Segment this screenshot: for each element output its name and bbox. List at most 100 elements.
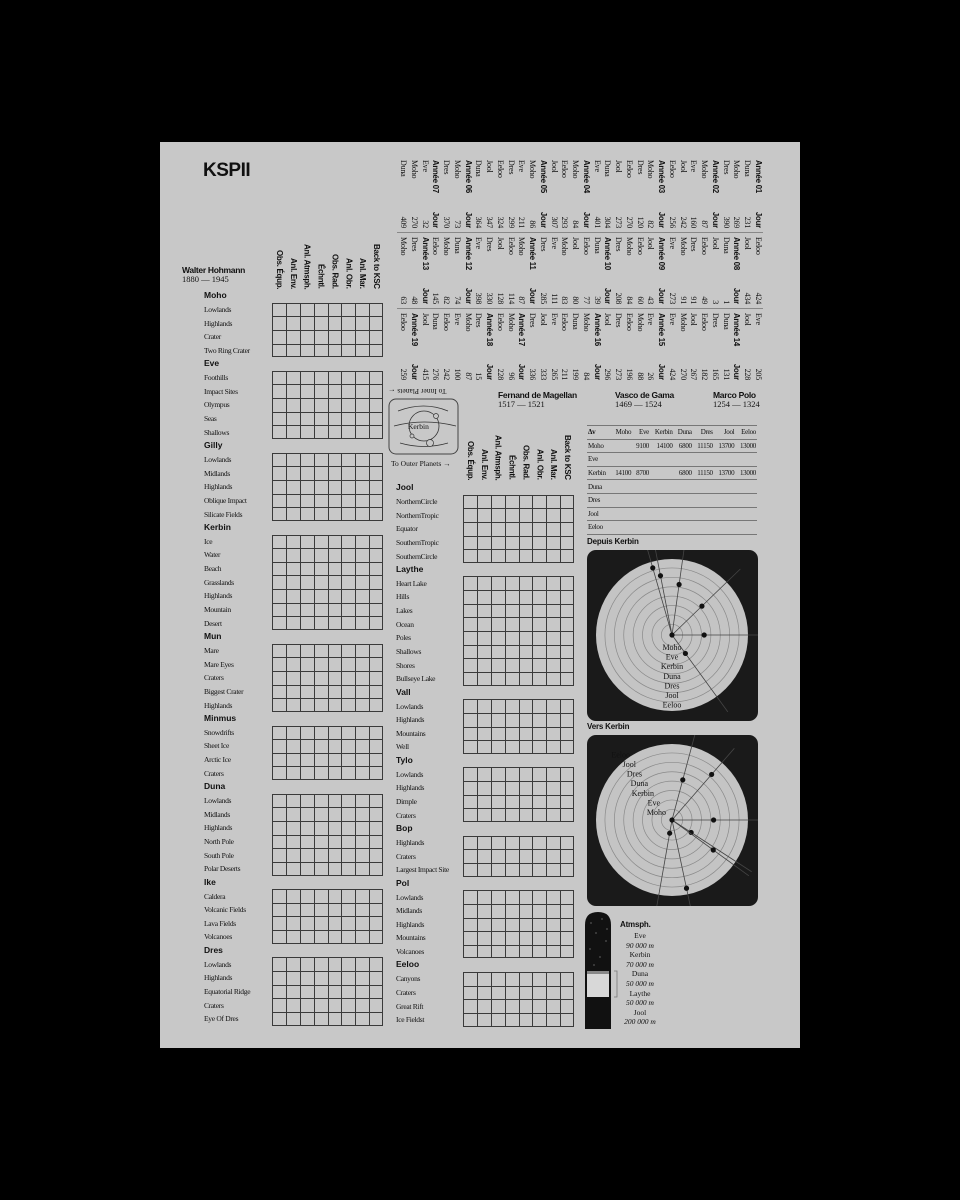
science-checkbox[interactable]: [285, 998, 300, 1012]
science-checkbox[interactable]: [546, 617, 561, 632]
science-checkbox[interactable]: [285, 493, 300, 508]
science-checkbox[interactable]: [476, 944, 491, 959]
science-checkbox[interactable]: [355, 452, 370, 467]
science-checkbox[interactable]: [285, 602, 300, 617]
science-checkbox[interactable]: [490, 603, 505, 618]
science-checkbox[interactable]: [299, 861, 314, 876]
science-checkbox[interactable]: [518, 985, 533, 1000]
science-checkbox[interactable]: [327, 643, 342, 658]
science-checkbox[interactable]: [313, 684, 328, 699]
science-checkbox[interactable]: [355, 766, 370, 781]
science-checkbox[interactable]: [463, 767, 477, 782]
science-checkbox[interactable]: [369, 411, 384, 426]
science-checkbox[interactable]: [285, 616, 300, 631]
science-checkbox[interactable]: [560, 794, 575, 809]
science-checkbox[interactable]: [518, 794, 533, 809]
science-checkbox[interactable]: [546, 972, 561, 986]
science-checkbox[interactable]: [546, 521, 561, 536]
science-checkbox[interactable]: [299, 384, 314, 399]
science-checkbox[interactable]: [518, 862, 533, 877]
science-checkbox[interactable]: [272, 561, 286, 576]
science-checkbox[interactable]: [299, 670, 314, 685]
science-checkbox[interactable]: [313, 411, 328, 426]
science-checkbox[interactable]: [355, 411, 370, 426]
science-checkbox[interactable]: [341, 807, 356, 821]
science-checkbox[interactable]: [327, 889, 342, 903]
science-checkbox[interactable]: [490, 944, 505, 959]
science-checkbox[interactable]: [369, 670, 384, 685]
science-checkbox[interactable]: [285, 316, 300, 330]
science-checkbox[interactable]: [313, 902, 328, 917]
science-checkbox[interactable]: [476, 972, 491, 986]
science-checkbox[interactable]: [369, 548, 384, 562]
science-checkbox[interactable]: [327, 698, 342, 712]
science-checkbox[interactable]: [327, 848, 342, 862]
science-checkbox[interactable]: [490, 576, 505, 591]
science-checkbox[interactable]: [463, 862, 477, 877]
science-checkbox[interactable]: [313, 479, 328, 494]
science-checkbox[interactable]: [490, 999, 505, 1013]
science-checkbox[interactable]: [560, 903, 575, 918]
science-checkbox[interactable]: [341, 752, 356, 767]
science-checkbox[interactable]: [476, 985, 491, 1000]
science-checkbox[interactable]: [490, 890, 505, 904]
science-checkbox[interactable]: [285, 398, 300, 412]
science-checkbox[interactable]: [476, 712, 491, 727]
science-checkbox[interactable]: [560, 521, 575, 536]
science-checkbox[interactable]: [532, 535, 547, 550]
science-checkbox[interactable]: [476, 590, 491, 604]
science-checkbox[interactable]: [476, 644, 491, 659]
science-checkbox[interactable]: [272, 643, 286, 658]
science-checkbox[interactable]: [272, 820, 286, 835]
science-checkbox[interactable]: [327, 998, 342, 1012]
science-checkbox[interactable]: [355, 329, 370, 344]
science-checkbox[interactable]: [299, 343, 314, 358]
science-checkbox[interactable]: [504, 712, 519, 727]
science-checkbox[interactable]: [532, 603, 547, 618]
science-checkbox[interactable]: [327, 930, 342, 944]
science-checkbox[interactable]: [327, 479, 342, 494]
science-checkbox[interactable]: [272, 411, 286, 426]
science-checkbox[interactable]: [327, 725, 342, 740]
science-checkbox[interactable]: [504, 603, 519, 618]
science-checkbox[interactable]: [341, 589, 356, 603]
science-checkbox[interactable]: [518, 808, 533, 823]
science-checkbox[interactable]: [532, 590, 547, 604]
science-checkbox[interactable]: [313, 998, 328, 1012]
science-checkbox[interactable]: [285, 834, 300, 849]
science-checkbox[interactable]: [313, 575, 328, 590]
science-checkbox[interactable]: [299, 657, 314, 671]
science-checkbox[interactable]: [518, 781, 533, 795]
science-checkbox[interactable]: [341, 370, 356, 385]
science-checkbox[interactable]: [355, 534, 370, 549]
science-checkbox[interactable]: [272, 957, 286, 972]
science-checkbox[interactable]: [327, 834, 342, 849]
science-checkbox[interactable]: [299, 589, 314, 603]
science-checkbox[interactable]: [560, 576, 575, 591]
science-checkbox[interactable]: [463, 712, 477, 727]
science-checkbox[interactable]: [313, 739, 328, 753]
science-checkbox[interactable]: [272, 616, 286, 631]
science-checkbox[interactable]: [285, 548, 300, 562]
science-checkbox[interactable]: [518, 671, 533, 686]
science-checkbox[interactable]: [341, 861, 356, 876]
science-checkbox[interactable]: [490, 535, 505, 550]
science-checkbox[interactable]: [272, 343, 286, 358]
science-checkbox[interactable]: [285, 902, 300, 917]
science-checkbox[interactable]: [313, 807, 328, 821]
science-checkbox[interactable]: [272, 493, 286, 508]
science-checkbox[interactable]: [285, 411, 300, 426]
science-checkbox[interactable]: [546, 590, 561, 604]
science-checkbox[interactable]: [490, 849, 505, 863]
science-checkbox[interactable]: [476, 903, 491, 918]
science-checkbox[interactable]: [299, 834, 314, 849]
science-checkbox[interactable]: [546, 849, 561, 863]
science-checkbox[interactable]: [546, 917, 561, 932]
science-checkbox[interactable]: [560, 781, 575, 795]
science-checkbox[interactable]: [490, 808, 505, 823]
science-checkbox[interactable]: [327, 452, 342, 467]
science-checkbox[interactable]: [355, 957, 370, 972]
science-checkbox[interactable]: [327, 384, 342, 399]
science-checkbox[interactable]: [369, 889, 384, 903]
science-checkbox[interactable]: [463, 972, 477, 986]
